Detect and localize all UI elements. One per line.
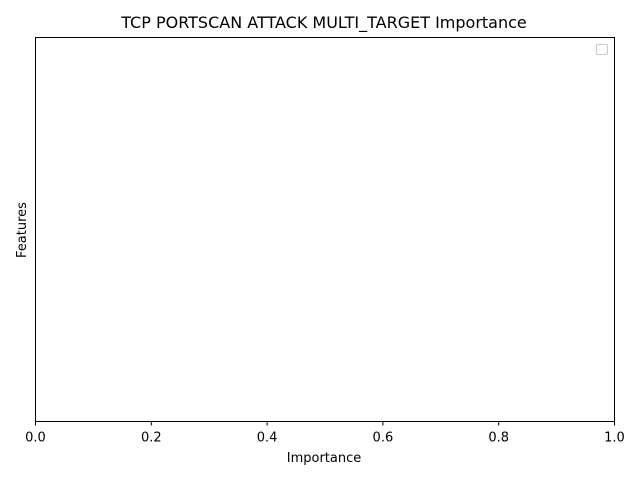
plot-area: [35, 37, 615, 422]
x-tick-label: 0.2: [141, 431, 162, 446]
x-tick-label: 1.0: [604, 431, 625, 446]
x-tick-label: 0.4: [257, 431, 278, 446]
chart-title: TCP PORTSCAN ATTACK MULTI_TARGET Importa…: [120, 13, 527, 33]
legend-box: [596, 44, 608, 55]
x-tick-label: 0.0: [25, 431, 46, 446]
x-axis-label: Importance: [287, 451, 362, 466]
x-tick-label: 0.6: [373, 431, 394, 446]
y-axis-label: Features: [15, 202, 30, 258]
x-tick-label: 0.8: [488, 431, 509, 446]
x-axis-ticks: 0.0 0.2 0.4 0.6 0.8 1.0: [25, 421, 625, 446]
